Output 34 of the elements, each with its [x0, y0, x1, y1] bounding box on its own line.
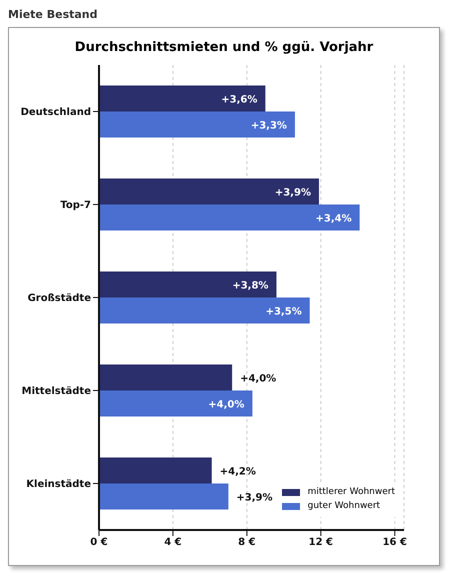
legend-label: guter Wohnwert	[306, 501, 382, 511]
bar	[99, 483, 228, 510]
annotation: +3,5%	[266, 306, 302, 318]
chart-title: Durchschnittsmieten und % ggü. Vorjahr	[74, 40, 374, 55]
x-tick-label: 8 €	[238, 537, 256, 548]
bar	[99, 178, 319, 204]
annotation: +4,0%	[208, 399, 244, 410]
bar	[99, 85, 266, 112]
y-tick-label: Mittelstädte	[22, 386, 92, 398]
y-tick-label: Großstädte	[28, 293, 92, 304]
annotation: +3,9%	[236, 492, 273, 504]
bar	[99, 111, 295, 138]
y-tick-label: Kleinstädte	[26, 479, 92, 490]
x-tick-label: 12 €	[308, 537, 334, 548]
x-tick-label: 0 €	[90, 537, 108, 548]
annotation: +3,9%	[274, 187, 311, 198]
bar	[99, 204, 360, 230]
text: Miete Bestand	[8, 8, 99, 21]
annotation: +3,6%	[221, 94, 258, 106]
annotation: +4,0%	[240, 373, 276, 384]
bar	[99, 457, 212, 484]
bar	[99, 364, 232, 390]
x-tick-label: 4 €	[164, 537, 182, 548]
annotation: +4,2%	[220, 466, 256, 478]
annotation: +3,4%	[316, 213, 352, 224]
x-tick-label: 16 €	[382, 537, 407, 548]
y-tick-label: Deutschland	[20, 107, 91, 118]
annotation: +3,3%	[250, 120, 287, 132]
y-tick-label: Top-7	[60, 200, 92, 212]
bar	[99, 271, 276, 298]
bar	[99, 390, 252, 416]
legend-label: mittlerer Wohnwert	[306, 487, 395, 497]
annotation: +3,8%	[232, 280, 268, 292]
bar	[99, 297, 310, 324]
